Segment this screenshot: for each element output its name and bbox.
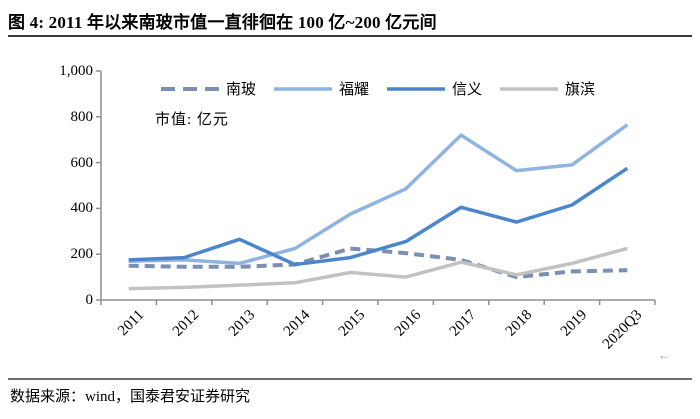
legend-item-qibin: 旗滨 bbox=[500, 78, 595, 99]
source-divider bbox=[8, 378, 692, 380]
series-line-xinyi bbox=[128, 166, 629, 267]
y-tick-label: 600 bbox=[70, 154, 94, 171]
y-tick-label: 800 bbox=[70, 108, 94, 125]
y-tick-label: 0 bbox=[85, 292, 94, 308]
legend-label-nanbo: 南玻 bbox=[225, 82, 256, 98]
y-tick-label: 1,000 bbox=[59, 63, 93, 79]
series-line-fuyao bbox=[128, 123, 629, 266]
series-line-qibin bbox=[128, 246, 628, 291]
legend-line-sample-fuyao bbox=[273, 86, 332, 91]
left-arrow-icon: ← bbox=[658, 348, 670, 362]
legend-line-sample-nanbo bbox=[160, 86, 219, 91]
legend-item-fuyao: 福耀 bbox=[273, 78, 369, 99]
legend-line-sample-qibin bbox=[500, 86, 559, 91]
legend-label-fuyao: 福耀 bbox=[338, 82, 369, 98]
figure-title: 图 4: 2011 年以来南玻市值一直徘徊在 100 亿~200 亿元间 bbox=[8, 13, 437, 32]
legend-item-xinyi: 信义 bbox=[387, 78, 482, 99]
y-tick-label: 200 bbox=[70, 246, 94, 263]
legend-line-sample-xinyi bbox=[387, 86, 445, 91]
legend-label-xinyi: 信义 bbox=[452, 82, 483, 98]
y-tick-label: 400 bbox=[70, 200, 94, 217]
axis-unit-label: 市值: 亿元 bbox=[155, 112, 229, 128]
title-divider bbox=[8, 35, 692, 37]
data-source-text: 数据来源：wind，国泰君安证券研究 bbox=[10, 389, 251, 405]
chart-canvas bbox=[96, 70, 656, 305]
legend-item-nanbo: 南玻 bbox=[160, 78, 256, 99]
line-chart: 南玻 福耀 信义 旗滨 市值: 亿元 0 200 400 600 800 1,000 2011 2… bbox=[0, 40, 700, 375]
chart-legend: 南玻 福耀 信义 旗滨 bbox=[101, 78, 655, 99]
series-line-nanbo bbox=[128, 246, 628, 280]
legend-label-qibin: 旗滨 bbox=[565, 82, 596, 98]
